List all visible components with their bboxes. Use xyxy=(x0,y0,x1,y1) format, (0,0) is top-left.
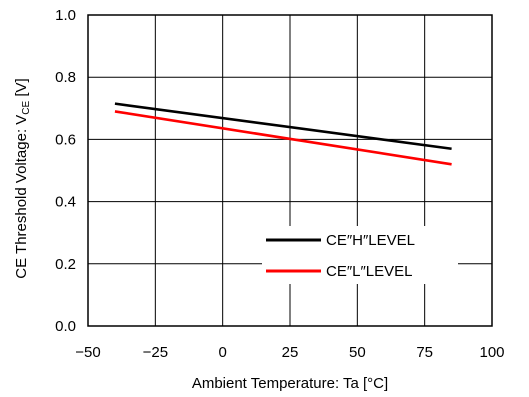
legend-box xyxy=(262,226,458,284)
x-tick-label: 25 xyxy=(282,344,299,361)
plot-frame xyxy=(87,14,493,327)
x-tick-labels: −50 −25 0 25 50 75 100 xyxy=(75,344,504,361)
series-line xyxy=(114,110,452,166)
x-tick-label: 100 xyxy=(479,344,504,361)
x-tick-label: 0 xyxy=(218,344,226,361)
y-tick-label: 0.4 xyxy=(55,194,76,211)
x-tick-label: −50 xyxy=(75,344,100,361)
y-tick-label: 1.0 xyxy=(55,7,76,24)
legend: CE″H″LEVEL CE″L″LEVEL xyxy=(266,232,415,280)
y-axis-title-prefix: CE Threshold Voltage: V xyxy=(13,115,30,279)
x-tick-label: 75 xyxy=(416,344,433,361)
y-tick-labels: 0.0 0.2 0.4 0.6 0.8 1.0 xyxy=(55,7,76,335)
y-tick-label: 0.0 xyxy=(55,318,76,335)
x-tick-label: 50 xyxy=(349,344,366,361)
y-tick-label: 0.2 xyxy=(55,256,76,273)
y-axis-title-suffix: [V] xyxy=(13,78,30,101)
y-axis-title-subscript: CE xyxy=(21,100,32,114)
x-tick-label: −25 xyxy=(143,344,168,361)
legend-label: CE″H″LEVEL xyxy=(326,232,415,249)
y-tick-label: 0.8 xyxy=(55,69,76,86)
legend-label: CE″L″LEVEL xyxy=(326,263,413,280)
y-tick-label: 0.6 xyxy=(55,131,76,148)
series-group xyxy=(114,102,452,166)
series-line xyxy=(114,102,452,151)
y-axis-title: CE Threshold Voltage: VCE [V] xyxy=(13,78,32,278)
x-axis-title: Ambient Temperature: Ta [°C] xyxy=(192,375,388,392)
